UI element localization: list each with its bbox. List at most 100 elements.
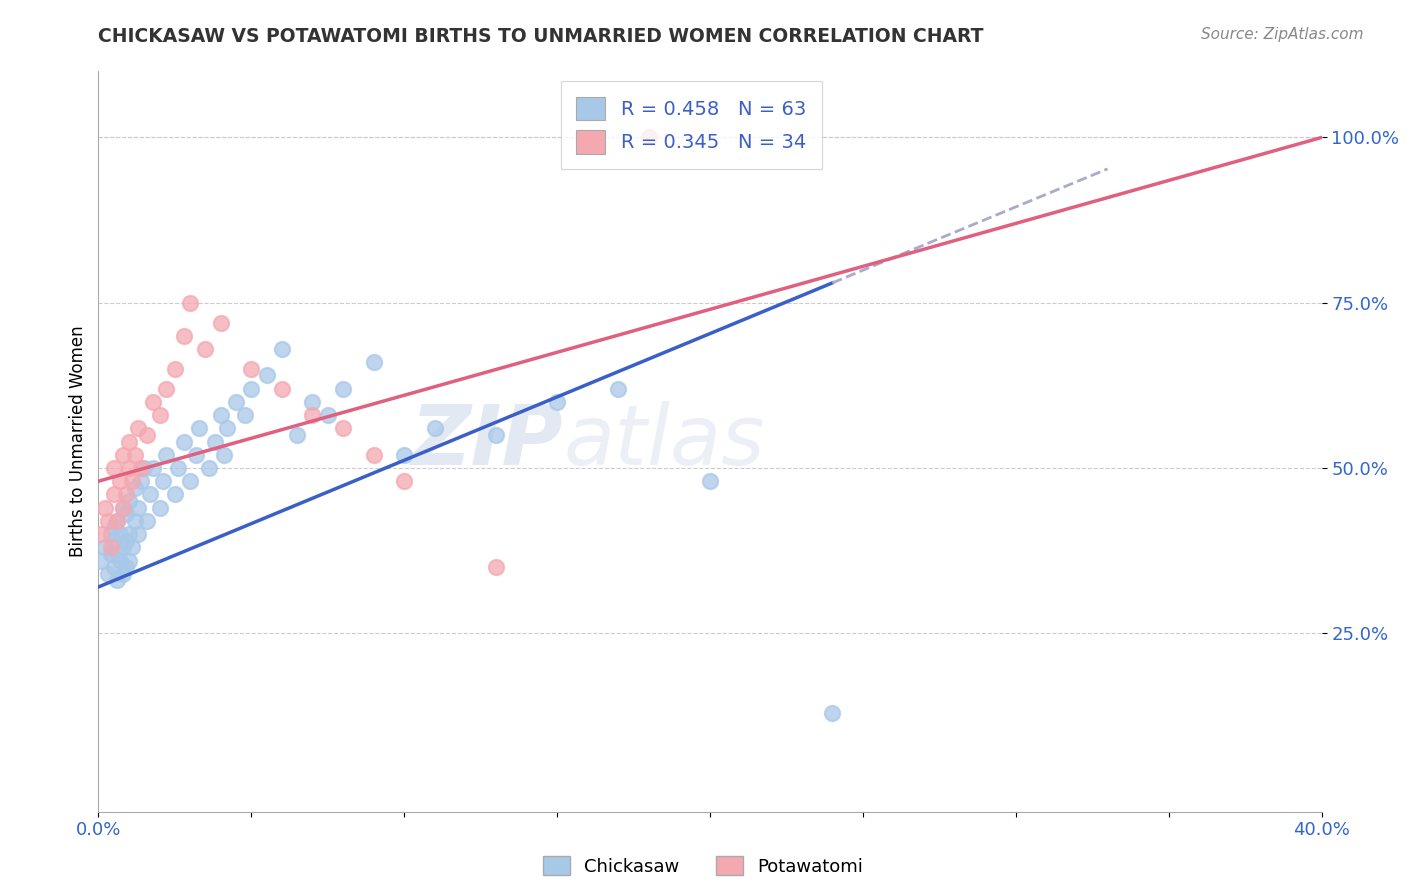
Point (127, 500, 149, 515)
Point (100, 547, 122, 561)
Point (118, 527, 141, 541)
Point (637, 130, 661, 145)
Legend: R = 0.458   N = 63, R = 0.345   N = 34: R = 0.458 N = 63, R = 0.345 N = 34 (561, 81, 823, 169)
Point (115, 508, 138, 522)
Point (115, 487, 138, 501)
Point (118, 553, 141, 567)
Point (115, 533, 138, 548)
Point (111, 448, 134, 462)
Point (485, 428, 508, 442)
Point (332, 421, 354, 435)
Point (111, 500, 134, 515)
Point (179, 295, 201, 310)
Point (105, 514, 128, 528)
Text: atlas: atlas (564, 401, 765, 482)
Point (212, 448, 235, 462)
Point (103, 461, 125, 475)
Point (105, 574, 128, 588)
Point (423, 421, 446, 435)
Point (363, 448, 385, 462)
Text: ZIP: ZIP (411, 401, 564, 482)
Point (149, 408, 172, 422)
Point (301, 408, 323, 422)
Point (90, 527, 112, 541)
Y-axis label: Births to Unmarried Women: Births to Unmarried Women (69, 326, 87, 558)
Point (136, 514, 159, 528)
Point (186, 448, 208, 462)
Point (103, 520, 125, 534)
Point (129, 474, 152, 488)
Point (103, 487, 125, 501)
Point (485, 560, 508, 574)
Point (173, 328, 195, 343)
Point (142, 395, 165, 409)
Point (142, 461, 165, 475)
Point (108, 474, 131, 488)
Point (124, 514, 146, 528)
Point (699, 474, 721, 488)
Point (163, 487, 186, 501)
Point (155, 382, 177, 396)
Point (173, 434, 195, 449)
Point (121, 541, 143, 555)
Point (115, 560, 138, 574)
Point (103, 533, 125, 548)
Point (108, 553, 131, 567)
Point (97, 514, 120, 528)
Point (152, 474, 174, 488)
Point (93, 541, 115, 555)
Point (240, 361, 263, 376)
Point (197, 461, 219, 475)
Point (546, 395, 568, 409)
Point (215, 421, 238, 435)
Point (209, 408, 232, 422)
Point (240, 382, 263, 396)
Point (188, 421, 211, 435)
Point (129, 461, 152, 475)
Point (392, 448, 416, 462)
Point (167, 461, 190, 475)
Point (225, 395, 247, 409)
Point (821, 706, 844, 720)
Point (332, 382, 354, 396)
Point (155, 448, 177, 462)
Point (103, 560, 125, 574)
Point (108, 527, 131, 541)
Point (118, 434, 141, 449)
Point (301, 395, 323, 409)
Point (179, 474, 201, 488)
Point (204, 434, 226, 449)
Point (136, 428, 159, 442)
Point (111, 566, 134, 581)
Point (97, 566, 120, 581)
Point (124, 481, 146, 495)
Point (194, 342, 217, 356)
Point (118, 494, 141, 508)
Point (100, 527, 122, 541)
Point (163, 361, 186, 376)
Point (139, 487, 162, 501)
Point (256, 368, 278, 383)
Point (93, 500, 115, 515)
Point (127, 421, 149, 435)
Point (127, 527, 149, 541)
Point (149, 500, 172, 515)
Point (124, 448, 146, 462)
Point (90, 553, 112, 567)
Legend: Chickasaw, Potawatomi: Chickasaw, Potawatomi (536, 849, 870, 883)
Point (607, 382, 630, 396)
Point (100, 541, 122, 555)
Point (121, 474, 143, 488)
Point (134, 461, 156, 475)
Point (105, 514, 128, 528)
Point (118, 461, 141, 475)
Text: CHICKASAW VS POTAWATOMI BIRTHS TO UNMARRIED WOMEN CORRELATION CHART: CHICKASAW VS POTAWATOMI BIRTHS TO UNMARR… (98, 27, 984, 45)
Point (363, 355, 385, 369)
Point (111, 500, 134, 515)
Point (233, 408, 256, 422)
Point (316, 408, 339, 422)
Point (111, 541, 134, 555)
Point (209, 316, 232, 330)
Point (285, 428, 308, 442)
Point (392, 474, 416, 488)
